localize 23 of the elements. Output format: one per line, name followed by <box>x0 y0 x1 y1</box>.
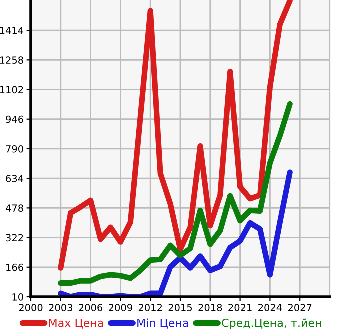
x-tick-label: 2027 <box>288 304 312 312</box>
x-tick-label: 2018 <box>198 304 222 312</box>
x-tick-label: 2015 <box>168 304 192 312</box>
y-tick-label: 322 <box>6 234 24 242</box>
legend-label: Max Цена <box>49 319 104 329</box>
y-tick-label: 634 <box>6 175 24 182</box>
y-tick-label: 790 <box>6 145 24 153</box>
legend-label: Min Цена <box>138 318 188 329</box>
x-tick-label: 2006 <box>79 304 103 312</box>
x-tick-label: 2024 <box>258 304 282 312</box>
y-tick-label: 1414 <box>0 27 24 34</box>
x-tick-label: 2000 <box>19 304 43 312</box>
y-tick-label: 478 <box>6 204 24 212</box>
legend-label: Сред.Цена, т.йен <box>222 318 322 330</box>
x-tick-label: 2003 <box>49 304 72 312</box>
y-tick-label: 1102 <box>0 86 24 94</box>
y-tick-label: 946 <box>6 116 24 124</box>
y-tick-label: 166 <box>6 264 24 272</box>
y-tick-label: 1258 <box>0 56 24 64</box>
x-tick-label: 2021 <box>228 304 252 312</box>
y-tick-label: 10 <box>12 293 24 301</box>
x-tick-label: 2009 <box>109 304 132 312</box>
x-tick-label: 2012 <box>138 304 162 312</box>
